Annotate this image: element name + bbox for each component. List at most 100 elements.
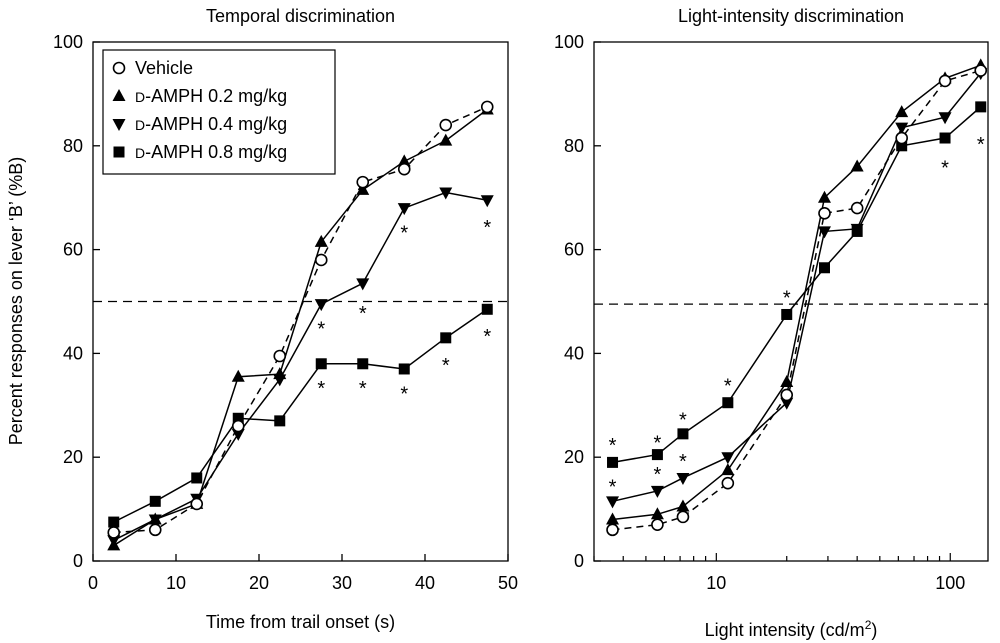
data-point-series-2 [314, 299, 328, 312]
series-line-3 [113, 308, 488, 523]
legend-label: D-AMPH 0.8 mg/kg [135, 142, 287, 162]
data-point-series-1 [721, 463, 735, 476]
y-tick-label: 60 [564, 240, 584, 260]
y-tick-label: 40 [564, 343, 584, 363]
significance-asterisk: * [941, 158, 949, 180]
legend-label-text: -AMPH 0.4 mg/kg [145, 114, 287, 134]
data-point-series-0 [676, 510, 690, 524]
significance-asterisk: * [483, 326, 491, 348]
legend-label-prefix: D [135, 117, 145, 133]
legend: Vehicle D-AMPH 0.2 mg/kgD-AMPH 0.4 mg/kg D… [102, 49, 336, 175]
significance-asterisk: * [609, 435, 617, 457]
series-line-1 [612, 64, 981, 521]
data-point-series-1 [676, 499, 690, 512]
data-point-series-3 [481, 303, 493, 315]
significance-asterisk: * [483, 217, 491, 239]
y-tick-label: 100 [554, 32, 584, 52]
data-point-series-2 [938, 112, 952, 125]
data-point-series-3 [108, 516, 120, 528]
x-tick-label: 40 [415, 573, 435, 593]
data-point-series-0 [818, 206, 831, 220]
data-point-series-3 [939, 132, 951, 144]
data-point-series-0 [974, 64, 988, 77]
x-tick-label: 10 [706, 573, 726, 593]
data-point-series-2 [107, 535, 121, 548]
y-tick-label: 100 [53, 32, 83, 52]
x-axis-label-superscript: 2 [865, 618, 872, 632]
data-point-series-2 [895, 122, 909, 135]
x-tick-label: 100 [935, 573, 965, 593]
series-line-2 [113, 191, 488, 541]
legend-label-text: -AMPH 0.2 mg/kg [145, 86, 287, 106]
data-point-series-1 [356, 182, 370, 195]
data-point-series-3 [975, 101, 987, 113]
data-point-series-2 [148, 514, 162, 527]
legend-marker [112, 61, 126, 75]
data-point-series-3 [896, 140, 908, 152]
data-point-series-1 [850, 159, 864, 172]
series-line-2 [612, 72, 982, 503]
y-tick-label: 20 [564, 447, 584, 467]
data-point-series-3 [149, 495, 161, 507]
data-point-series-0 [439, 118, 453, 132]
data-point-series-0 [397, 162, 411, 176]
data-point-series-1 [817, 190, 831, 203]
legend-label-prefix: D [135, 89, 145, 105]
data-point-series-0 [895, 131, 908, 145]
significance-asterisk: * [654, 464, 662, 486]
data-point-series-0 [721, 476, 735, 490]
data-point-series-0 [938, 74, 952, 88]
significance-asterisk: * [654, 433, 662, 455]
data-point-series-2 [397, 203, 411, 216]
legend-marker [112, 119, 126, 131]
data-point-series-0 [148, 523, 162, 537]
data-point-series-2 [817, 226, 831, 239]
significance-asterisk: * [679, 409, 687, 431]
y-tick-label: 80 [564, 136, 584, 156]
data-point-series-0 [606, 523, 619, 537]
data-point-series-1 [650, 507, 664, 520]
significance-asterisk: * [442, 355, 450, 377]
data-point-series-3 [722, 397, 734, 409]
legend-label: Vehicle [135, 58, 193, 78]
data-point-series-0 [314, 253, 328, 267]
x-axis-label: Light intensity (cd/m2) [705, 618, 878, 640]
x-axis-label-text: Light intensity (cd/m [705, 620, 865, 640]
data-point-series-1 [606, 512, 620, 525]
data-point-series-2 [480, 195, 494, 208]
significance-asterisk: * [679, 451, 687, 473]
panel-temporal: Temporal discrimination 0 20 40 60 80 100 0 10 20… [53, 6, 518, 632]
data-point-series-3 [315, 358, 327, 370]
legend-marker [112, 89, 126, 101]
data-point-series-0 [480, 100, 494, 114]
significance-asterisk: * [400, 222, 408, 244]
significance-asterisk: * [359, 378, 367, 400]
x-axis-label-suffix: ) [871, 620, 877, 640]
significance-asterisk: * [783, 287, 791, 309]
significance-asterisk: * [977, 134, 985, 156]
data-point-series-3 [677, 428, 689, 440]
significance-asterisk: * [724, 376, 732, 398]
significance-asterisk: * [317, 318, 325, 340]
data-point-series-1 [439, 133, 453, 146]
data-point-series-0 [231, 419, 245, 433]
y-axis-label: Percent responses on lever ‘B’ (%B) [6, 157, 26, 445]
y-tick-label: 20 [63, 447, 83, 467]
chart-title: Light-intensity discrimination [678, 6, 904, 26]
data-point-series-2 [356, 278, 370, 291]
data-point-series-2 [721, 452, 735, 465]
significance-asterisk: * [317, 378, 325, 400]
data-point-series-0 [651, 518, 664, 531]
data-point-series-0 [190, 497, 204, 511]
data-point-series-3 [781, 308, 793, 320]
plot-frame [593, 41, 989, 562]
data-point-series-3 [440, 332, 452, 344]
significance-asterisk: * [359, 303, 367, 325]
data-point-series-1 [231, 369, 245, 382]
legend-box [102, 49, 336, 175]
data-point-series-0 [356, 175, 370, 189]
data-point-series-1 [895, 105, 909, 118]
y-tick-label: 80 [63, 136, 83, 156]
data-point-series-2 [439, 187, 453, 200]
